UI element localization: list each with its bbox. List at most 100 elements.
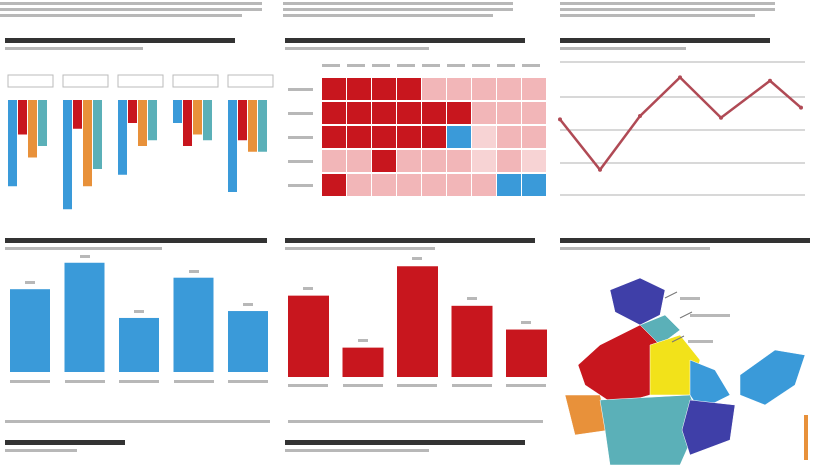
text-line [347, 64, 365, 67]
map-region [599, 394, 701, 465]
text-line [288, 112, 313, 115]
map-leader-line [664, 291, 678, 299]
text-line [5, 449, 77, 452]
heat-cell [372, 150, 396, 172]
text-line [173, 380, 214, 383]
group-label-box [172, 74, 219, 88]
trend-point [799, 105, 803, 110]
heat-cell [372, 174, 396, 196]
text-line [134, 309, 144, 313]
heat-cell [347, 126, 371, 148]
heat-cell [447, 150, 471, 172]
text-line [5, 247, 163, 250]
bar [28, 100, 37, 158]
text-line [288, 420, 543, 423]
text-line [288, 136, 313, 139]
bar [63, 100, 72, 210]
text-line [466, 296, 477, 300]
heat-cell [472, 174, 496, 196]
bar [73, 100, 82, 129]
bar [64, 262, 105, 372]
section-title [285, 38, 525, 43]
heat-cell [497, 126, 521, 148]
section-title [285, 440, 525, 445]
text-line [79, 254, 90, 258]
heat-cell [422, 102, 446, 124]
text-line [422, 64, 440, 67]
trend-point [768, 78, 772, 83]
bar [83, 100, 92, 187]
text-line [506, 384, 546, 387]
heat-cell [472, 150, 496, 172]
map-region [739, 349, 806, 406]
text-line [119, 380, 159, 383]
group-label-box [117, 74, 164, 88]
bar [342, 347, 384, 377]
heat-cell [397, 150, 421, 172]
text-line [357, 338, 368, 342]
bar [228, 311, 268, 372]
bar [173, 277, 214, 372]
text-line [283, 14, 493, 17]
bar [506, 329, 547, 377]
bar [258, 100, 267, 152]
heat-cell [397, 102, 421, 124]
bar [93, 100, 102, 169]
bar [451, 305, 493, 377]
heat-cell [322, 150, 346, 172]
bar [148, 100, 157, 141]
text-line [560, 247, 710, 250]
text-line [188, 269, 199, 273]
text-line [397, 384, 437, 387]
text-line [288, 88, 313, 91]
group-label-box [7, 74, 54, 88]
heat-cell [347, 78, 371, 100]
map-region [689, 359, 731, 411]
text-line [283, 2, 513, 5]
bar [193, 100, 202, 135]
text-line [288, 384, 328, 387]
heat-cell [522, 126, 546, 148]
text-line [451, 384, 492, 387]
trend-point [719, 115, 723, 120]
heat-cell [422, 126, 446, 148]
bar [228, 100, 237, 192]
heat-cell [322, 126, 346, 148]
heat-cell [522, 102, 546, 124]
text-line [64, 380, 105, 383]
heat-cell [472, 102, 496, 124]
text-line [25, 281, 35, 285]
text-line [412, 257, 422, 261]
text-line [397, 64, 415, 67]
trend-point [558, 117, 562, 122]
bar [203, 100, 212, 141]
text-line [560, 47, 686, 50]
trend-point [598, 167, 602, 172]
text-line [560, 14, 755, 17]
heat-cell [422, 78, 446, 100]
heat-cell [497, 78, 521, 100]
heat-cell [497, 102, 521, 124]
heat-cell [522, 78, 546, 100]
heat-cell [397, 126, 421, 148]
heat-cell [347, 102, 371, 124]
text-line [690, 314, 730, 317]
bar [118, 100, 127, 175]
text-line [288, 184, 313, 187]
bar [183, 100, 192, 146]
text-line [688, 340, 713, 343]
heat-cell [447, 174, 471, 196]
section-title [5, 38, 235, 43]
heat-cell [397, 174, 421, 196]
heat-cell [497, 174, 521, 196]
section-title [285, 238, 535, 243]
heat-cell [447, 126, 471, 148]
text-line [680, 297, 700, 300]
map-region [577, 324, 661, 406]
bar [248, 100, 257, 152]
text-line [372, 64, 390, 67]
text-line [521, 320, 531, 324]
text-line [5, 420, 270, 423]
section-title [560, 38, 770, 43]
